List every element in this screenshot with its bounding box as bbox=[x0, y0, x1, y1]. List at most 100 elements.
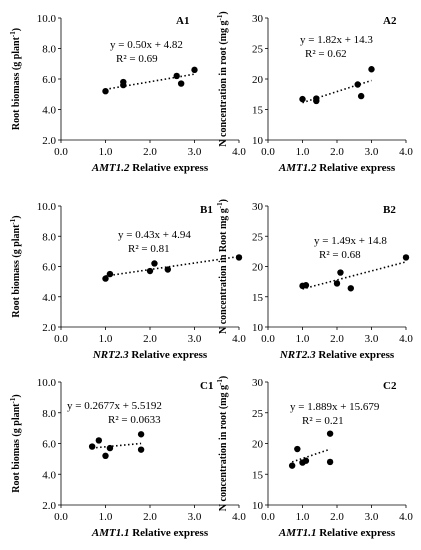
x-tick-label: 2.0 bbox=[143, 333, 157, 345]
y-axis-title-superscript: -1 bbox=[216, 202, 224, 208]
regression-equation: y = 1.82x + 14.3 bbox=[300, 34, 373, 46]
y-tick-label: 10.0 bbox=[37, 13, 57, 25]
data-point bbox=[402, 254, 410, 261]
panel-label: C1 bbox=[200, 380, 213, 392]
x-axis-title-gene: AMT1.2 bbox=[278, 162, 317, 174]
chart-panel-b2: 0.0 1.0 2.0 3.0 4.0 10 15 20 25 30 y = 1.49x + 14.… bbox=[216, 199, 413, 361]
regression-equation: y = 0.50x + 4.82 bbox=[110, 39, 183, 51]
regression-equation: y = 1.889x + 15.679 bbox=[290, 401, 380, 413]
x-axis-title-rest: Relative express bbox=[129, 162, 208, 174]
x-tick-label: 2.0 bbox=[330, 333, 344, 345]
data-point bbox=[120, 78, 127, 86]
chart-panel-a1: 0.0 1.0 2.0 3.0 4.0 2.0 4.0 6.0 8.0 10.0 y = 0.50x… bbox=[9, 13, 246, 174]
y-axis-title-superscript: -1 bbox=[9, 31, 17, 37]
data-point bbox=[288, 462, 296, 469]
y-tick-label: 2.0 bbox=[42, 135, 56, 147]
data-point bbox=[337, 269, 344, 276]
data-point bbox=[191, 66, 198, 74]
x-tick-label: 3.0 bbox=[188, 511, 202, 523]
x-axis-title-gene: AMT1.1 bbox=[278, 527, 317, 539]
y-tick-label: 15 bbox=[252, 469, 264, 481]
x-axis-title: NRT2.3 Relative express bbox=[279, 349, 395, 361]
x-axis-title: AMT1.2 Relative express bbox=[91, 162, 209, 174]
y-axis-title-main: N concentration in root (mg g bbox=[218, 385, 229, 511]
data-point bbox=[106, 270, 114, 278]
y-tick-label: 6.0 bbox=[42, 74, 56, 86]
y-tick-label: 2.0 bbox=[42, 500, 56, 512]
y-axis-title-main: Root biomass (g plant bbox=[11, 36, 22, 130]
data-point bbox=[95, 437, 103, 444]
x-tick-label: 0.0 bbox=[261, 333, 275, 345]
y-tick-label: 20 bbox=[252, 74, 264, 86]
y-axis-title: Root biomass (g plant-1) bbox=[9, 215, 22, 317]
y-axis-title-end: ) bbox=[11, 215, 22, 218]
y-tick-label: 10 bbox=[252, 135, 264, 147]
y-tick-label: 15 bbox=[252, 292, 264, 304]
y-axis-title-end: ) bbox=[218, 199, 229, 202]
x-tick-label: 0.0 bbox=[54, 146, 68, 158]
x-tick-label: 0.0 bbox=[261, 146, 275, 158]
x-tick-label: 1.0 bbox=[296, 333, 310, 345]
y-axis-title-superscript: -1 bbox=[216, 379, 224, 385]
x-tick-label: 4.0 bbox=[232, 333, 246, 345]
data-point bbox=[102, 275, 109, 282]
panel-label: A1 bbox=[176, 15, 189, 27]
x-tick-label: 2.0 bbox=[143, 511, 157, 523]
data-point bbox=[357, 92, 365, 100]
trend-line bbox=[302, 261, 407, 290]
y-axis-title: Root biomass (g plant-1) bbox=[9, 28, 22, 130]
y-tick-label: 30 bbox=[252, 201, 264, 213]
data-point bbox=[302, 457, 310, 464]
x-tick-label: 3.0 bbox=[365, 511, 379, 523]
y-tick-label: 15 bbox=[252, 105, 264, 117]
x-tick-label: 2.0 bbox=[143, 146, 157, 158]
x-axis-title-rest: Relative express bbox=[129, 349, 208, 361]
x-tick-label: 4.0 bbox=[399, 146, 413, 158]
y-tick-label: 10 bbox=[252, 500, 264, 512]
data-point bbox=[102, 452, 109, 459]
regression-equation: y = 0.2677x + 5.5192 bbox=[67, 400, 162, 412]
x-tick-label: 4.0 bbox=[399, 333, 413, 345]
x-tick-label: 4.0 bbox=[399, 511, 413, 523]
y-tick-label: 10.0 bbox=[37, 201, 57, 213]
data-point bbox=[146, 267, 154, 275]
y-axis-title-superscript: -1 bbox=[9, 218, 17, 224]
x-tick-label: 3.0 bbox=[188, 333, 202, 345]
y-axis-title: N concentration in Root mg g-1) bbox=[216, 199, 229, 334]
y-axis-title-end: ) bbox=[11, 394, 22, 397]
y-tick-label: 4.0 bbox=[42, 469, 56, 481]
y-tick-label: 10.0 bbox=[37, 377, 57, 389]
data-point bbox=[164, 266, 171, 273]
r-squared-label: R² = 0.68 bbox=[319, 249, 361, 261]
data-point bbox=[333, 280, 341, 287]
data-point bbox=[151, 260, 158, 267]
y-axis-title-end: ) bbox=[11, 28, 22, 31]
trend-line bbox=[291, 448, 331, 463]
trend-line bbox=[105, 255, 240, 277]
x-tick-label: 1.0 bbox=[296, 146, 310, 158]
y-tick-label: 30 bbox=[252, 377, 264, 389]
y-tick-label: 25 bbox=[252, 231, 264, 243]
x-axis-title-rest: Relative express bbox=[316, 349, 395, 361]
y-tick-label: 10 bbox=[252, 322, 264, 334]
chart-panel-c2: 0.0 1.0 2.0 3.0 4.0 10 15 20 25 30 y = 1.889x + 15… bbox=[216, 376, 413, 539]
y-tick-label: 25 bbox=[252, 408, 264, 420]
x-axis-title-gene: NRT2.3 bbox=[279, 349, 316, 361]
y-tick-label: 2.0 bbox=[42, 322, 56, 334]
chart-panel-b1: 0.0 1.0 2.0 3.0 4.0 2.0 4.0 6.0 8.0 10.0 y = 0.43x… bbox=[9, 201, 246, 361]
y-tick-label: 25 bbox=[252, 44, 264, 56]
r-squared-label: R² = 0.69 bbox=[116, 53, 158, 65]
chart-panel-a2: 0.0 1.0 2.0 3.0 4.0 10 15 20 25 30 y = 1.82x + 14.… bbox=[216, 11, 413, 174]
y-axis-title-main: Root biomass (g plant bbox=[11, 224, 22, 318]
trend-line bbox=[92, 442, 142, 449]
y-axis-title-main: N concentration in Root mg g bbox=[218, 208, 229, 334]
data-point bbox=[137, 431, 145, 438]
data-point bbox=[347, 285, 354, 292]
regression-equation: y = 1.49x + 14.8 bbox=[314, 235, 387, 247]
data-point bbox=[137, 446, 145, 453]
y-axis-title-superscript: -1 bbox=[216, 14, 224, 20]
data-point bbox=[177, 80, 185, 87]
x-axis-title: AMT1.1 Relative express bbox=[91, 527, 209, 539]
y-tick-label: 6.0 bbox=[42, 262, 56, 274]
